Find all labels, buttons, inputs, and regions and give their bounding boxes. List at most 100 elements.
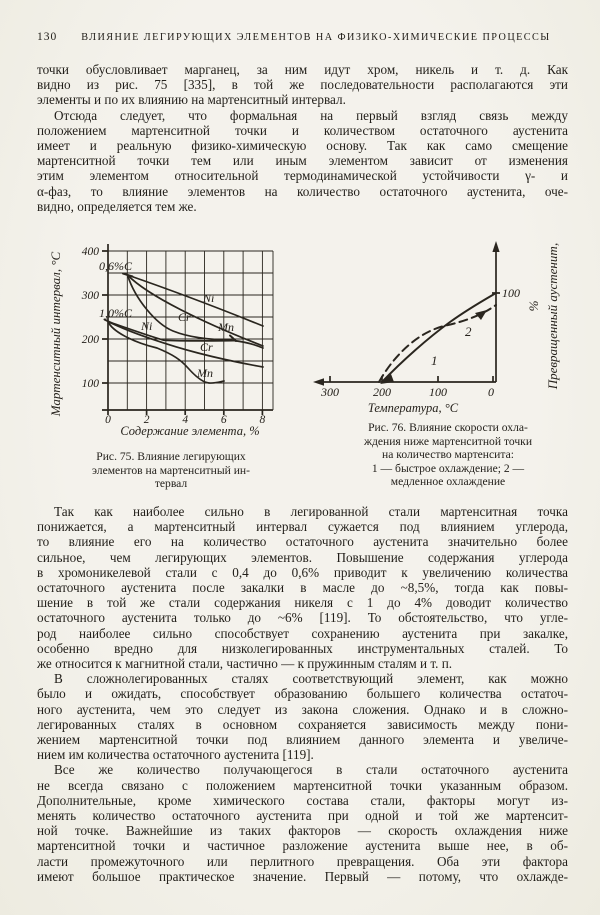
text-line: положением мартенситной точки и количест… — [37, 122, 568, 138]
fig75-y-axis-label: Мартенситный интервал, °С — [48, 251, 63, 417]
fig75-axes — [102, 244, 273, 415]
fig75-ytick-400: 400 — [82, 246, 100, 258]
curve-fast-cooling — [381, 292, 497, 383]
fig76-curve1-label: 1 — [431, 353, 438, 368]
fig75-label-mn-upper: Mn — [217, 320, 234, 334]
y-axis-arrowhead — [492, 241, 500, 252]
fig76-caption: Рис. 76. Влияние скорости охла-ждения ни… — [320, 421, 576, 489]
text-line: имеет и реальную физико-химическую основ… — [37, 138, 568, 154]
fig76-xtick-300: 300 — [320, 385, 339, 399]
curve1-arrowhead — [380, 374, 394, 384]
text-line: 1 — быстрое охлаждение; 2 — — [371, 461, 525, 475]
text-line: ного аустенита, чем это следует из закон… — [37, 701, 568, 717]
text-line: Все же количество получающегося в стали … — [54, 762, 568, 778]
fig75-xtick-6: 6 — [221, 414, 227, 426]
page-number: 130 — [37, 31, 58, 43]
text-line: было и ожидать, способствует образованию… — [37, 686, 568, 702]
curve-mn-10 — [107, 320, 225, 384]
page-header: 130 ВЛИЯНИЕ ЛЕГИРУЮЩИХ ЭЛЕМЕНТОВ НА ФИЗИ… — [37, 31, 567, 43]
fig76-y-axis-label-percent: % — [526, 300, 541, 311]
text-line: Рис. 75. Влияние легирующих — [96, 450, 246, 463]
paragraph-5: Все же количество получающегося в стали … — [37, 762, 568, 884]
paragraph-4: В сложнолегированных сталях соответствую… — [37, 671, 568, 762]
text-line: В сложнолегированных сталях соответствую… — [54, 671, 568, 687]
text-line: элементы и по их влиянию на мартенситный… — [37, 92, 346, 108]
text-line: на количество мартенсита: — [382, 448, 514, 461]
fig76-chart: 300 200 100 0 Температура, °С 100 Превра… — [313, 241, 560, 415]
text-line: менять количество остаточного аустенита … — [37, 808, 568, 824]
fig76-y-axis-label: Превращенный аустенит, — [545, 243, 560, 391]
fig75-xtick-0: 0 — [105, 414, 111, 426]
paragraph-2: Отсюда следует, что формальная на первый… — [37, 108, 568, 214]
fig75-xtick-2: 2 — [144, 414, 150, 426]
paragraph-3: Так как наиболее сильно в легированной с… — [37, 504, 568, 671]
x-axis-arrowhead — [313, 378, 324, 386]
text-line: жением мартенситной точки под влиянием д… — [37, 732, 568, 748]
fig76-xtick-100: 100 — [429, 385, 447, 399]
curve-cr-06 — [126, 274, 264, 347]
fig76-xtick-200: 200 — [373, 385, 391, 399]
text-line: ной точке. Важнейшие из таких факторов —… — [37, 823, 568, 839]
curve2-arrowhead — [475, 310, 487, 320]
fig76-axes — [313, 241, 500, 386]
fig75-xtick-4: 4 — [182, 414, 188, 426]
text-line: медленное охлаждение — [390, 475, 506, 488]
fig75-ytick-100: 100 — [82, 378, 100, 390]
text-line: особенно вредно для низколегированных ин… — [37, 640, 568, 656]
curve-cr-10 — [107, 320, 264, 368]
paragraph-1: точки обусловливает марганец, за ним иду… — [37, 62, 568, 108]
text-line: Дополнительные, кроме химического состав… — [37, 792, 568, 808]
curve-ni-06 — [126, 274, 264, 327]
text-line: α-фаз, то влияние элементов на количеств… — [37, 183, 568, 199]
fig75-x-axis-label: Содержание элемента, % — [120, 424, 259, 438]
fig75-label-ni-lower: Ni — [140, 319, 152, 333]
text-line: остаточного аустенита только до ~6% [119… — [37, 610, 568, 626]
text-line: видно из рис. 75 [335], в той же последо… — [37, 77, 568, 93]
text-line: легированных сталях в основном сохраняет… — [37, 716, 568, 732]
fig75-label-mn-lower: Mn — [196, 366, 213, 380]
text-line: род наиболее сильно способствует сохране… — [37, 625, 568, 641]
fig76-xtick-0: 0 — [488, 385, 494, 399]
fig76-x-axis-label: Температура, °С — [368, 401, 459, 415]
mn-junction-tick — [229, 334, 237, 342]
fig75-group-label-06: 0,6%C — [99, 259, 133, 273]
curve-ni-10 — [107, 320, 235, 342]
text-line: то влияние его на количество остаточного… — [37, 534, 568, 550]
fig75-curves — [103, 272, 264, 384]
fig75-label-ni-upper: Ni — [202, 291, 214, 305]
text-line: точки обусловливает марганец, за ним иду… — [37, 62, 568, 77]
fig76-curves — [378, 292, 497, 384]
fan-origin-tick-06 — [122, 272, 134, 278]
fig76-curve2-label: 2 — [465, 324, 472, 339]
text-line: тервал — [154, 477, 188, 490]
fig75-label-cr-lower: Cr — [200, 340, 213, 354]
fig76-ytick-100: 100 — [502, 286, 520, 300]
fig75-label-cr-upper: Cr — [178, 310, 191, 324]
text-line: не всегда связано с положением мартенсит… — [37, 777, 568, 793]
text-line: же относится к магнитной стали, частично… — [37, 656, 453, 672]
text-line: видно, определяется тем же. — [37, 198, 197, 214]
fig75-group-label-10: 1,0%C — [99, 306, 133, 320]
text-line: понижается, а мартенситный интервал сужа… — [37, 519, 568, 535]
text-line: Отсюда следует, что формальная на первый… — [54, 107, 568, 123]
text-line: мартенситной точки тем или иным элементо… — [37, 153, 568, 169]
text-block-bottom: Так как наиболее сильно в легированной с… — [37, 504, 568, 884]
curve-mn-06 — [126, 274, 264, 349]
fig75-ytick-300: 300 — [81, 290, 100, 302]
text-line: Рис. 76. Влияние скорости охла- — [368, 421, 528, 434]
fig75-xtick-8: 8 — [260, 414, 266, 426]
text-block-top: точки обусловливает марганец, за ним иду… — [37, 62, 568, 214]
fig75-ytick-200: 200 — [82, 334, 100, 346]
text-line: сильное, чем легирующих элементов. Повыш… — [37, 549, 568, 565]
text-line: ласти промежуточного или перлитного прев… — [37, 853, 568, 869]
fan-origin-tick-10 — [103, 318, 114, 325]
text-line: шение в той же стали содержания никеля с… — [37, 595, 568, 611]
text-line: имеют большое практическое значение. Пер… — [37, 868, 568, 884]
text-line: Так как наиболее сильно в легированной с… — [54, 504, 568, 519]
running-title: ВЛИЯНИЕ ЛЕГИРУЮЩИХ ЭЛЕМЕНТОВ НА ФИЗИКО-Х… — [81, 32, 551, 43]
fig75-caption: Рис. 75. Влияние легирующих элементов на … — [42, 450, 300, 491]
text-line: этим элементом относительной термодинами… — [37, 168, 568, 184]
text-line: в хромоникелевой стали с 0,4 до 0,6% при… — [37, 564, 568, 580]
curve-slow-cooling — [378, 304, 497, 383]
